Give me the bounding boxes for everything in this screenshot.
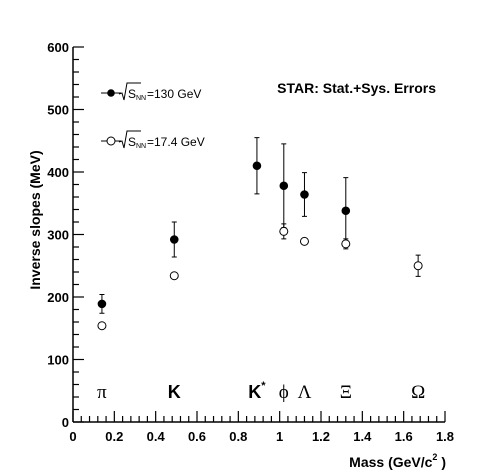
particle-label: ϕ: [279, 382, 289, 403]
tick-labels: 0 0.2 0.4 0.6 0.8 1 1.2 1.4 1.6 1.8 0 100 200 300 400 5…: [47, 40, 454, 444]
particle-label-superscript: *: [261, 380, 266, 392]
particle-label: K: [168, 382, 181, 402]
y-tick-label: 0: [62, 415, 69, 430]
data-point: [299, 236, 309, 246]
x-axis-title-close: ): [437, 454, 446, 470]
data-point: [279, 226, 289, 236]
legend-sqrt-sign: [118, 130, 141, 149]
y-tick-label: 400: [47, 165, 69, 180]
x-tick-label: 0.2: [105, 429, 123, 444]
particle-label: π: [97, 382, 107, 403]
plot-frame: [72, 47, 445, 423]
data-point: [252, 161, 262, 171]
y-tick-label: 100: [47, 353, 69, 368]
data-point: [169, 235, 179, 244]
x-tick-label: 1.8: [436, 429, 454, 444]
legend-label-subscript: NN: [136, 143, 146, 150]
legend-marker: [106, 136, 116, 146]
data-point: [413, 261, 423, 271]
data-point: [341, 206, 351, 216]
x-tick-label: 0.4: [147, 429, 166, 444]
x-axis-title-main: Mass (GeV/c: [349, 454, 432, 470]
legend-marker: [107, 89, 115, 97]
x-tick-label: 1.6: [395, 429, 413, 444]
data-point: [300, 190, 309, 199]
legend-label-subscript: NN: [136, 95, 146, 102]
particle-labels: π K K* ϕ Λ Ξ Ω: [97, 380, 425, 403]
axis-ticks: [72, 46, 446, 423]
x-tick-label: 0.6: [188, 429, 206, 444]
chart-annotation: STAR: Stat.+Sys. Errors: [277, 80, 436, 96]
data-point: [97, 321, 107, 331]
data-point: [169, 271, 179, 281]
x-axis-title-superscript: 2: [432, 452, 437, 462]
y-tick-label: 300: [47, 228, 69, 243]
legend-sqrt-sign: [118, 82, 141, 101]
x-axis-title: Mass (GeV/c2 ): [349, 452, 446, 470]
series-open: [97, 223, 423, 331]
data-point: [341, 239, 351, 249]
legend-label-s: S: [128, 135, 136, 149]
legend-label-s: S: [128, 87, 136, 101]
x-tick-label: 1.4: [353, 429, 372, 444]
particle-label: Ξ: [340, 382, 352, 403]
data-point: [97, 299, 107, 309]
y-tick-label: 500: [47, 103, 69, 118]
particle-label: Ω: [411, 382, 425, 403]
legend-entry: S NN =17.4 GeV: [101, 130, 205, 150]
x-tick-label: 0.8: [229, 429, 247, 444]
y-tick-label: 600: [47, 40, 69, 55]
legend-label-text: =130 GeV: [147, 87, 201, 101]
particle-label: Λ: [298, 382, 312, 403]
y-tick-label: 200: [47, 290, 69, 305]
x-tick-label: 1: [276, 429, 283, 444]
legend-entry: S NN =130 GeV: [101, 82, 201, 102]
series-filled: [97, 137, 351, 314]
particle-label: K*: [248, 380, 266, 402]
data-series: [97, 137, 423, 331]
x-tick-label: 1.2: [312, 429, 330, 444]
y-axis-title: Inverse slopes (MeV): [27, 150, 43, 289]
x-tick-label: 0: [69, 429, 76, 444]
data-point: [279, 181, 289, 191]
legend-label-text: =17.4 GeV: [147, 135, 205, 149]
